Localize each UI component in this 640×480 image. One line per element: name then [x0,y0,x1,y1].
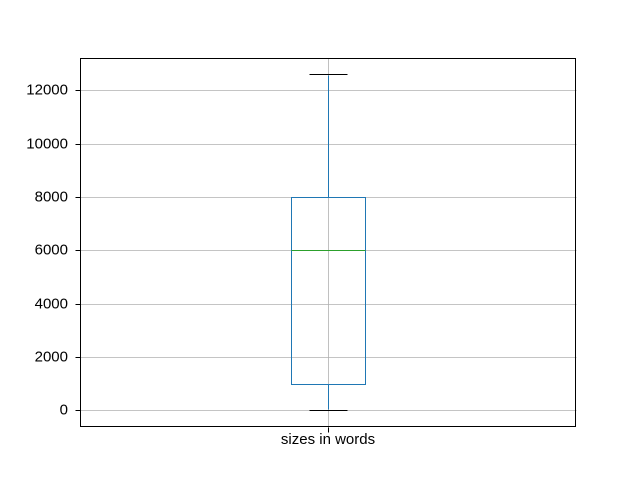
svg-text:sizes in words: sizes in words [281,431,375,448]
svg-text:10000: 10000 [26,136,68,153]
svg-text:4000: 4000 [35,296,68,313]
svg-text:8000: 8000 [35,189,68,206]
svg-text:6000: 6000 [35,242,68,259]
svg-text:0: 0 [60,402,68,419]
svg-text:12000: 12000 [26,82,68,99]
svg-text:2000: 2000 [35,349,68,366]
